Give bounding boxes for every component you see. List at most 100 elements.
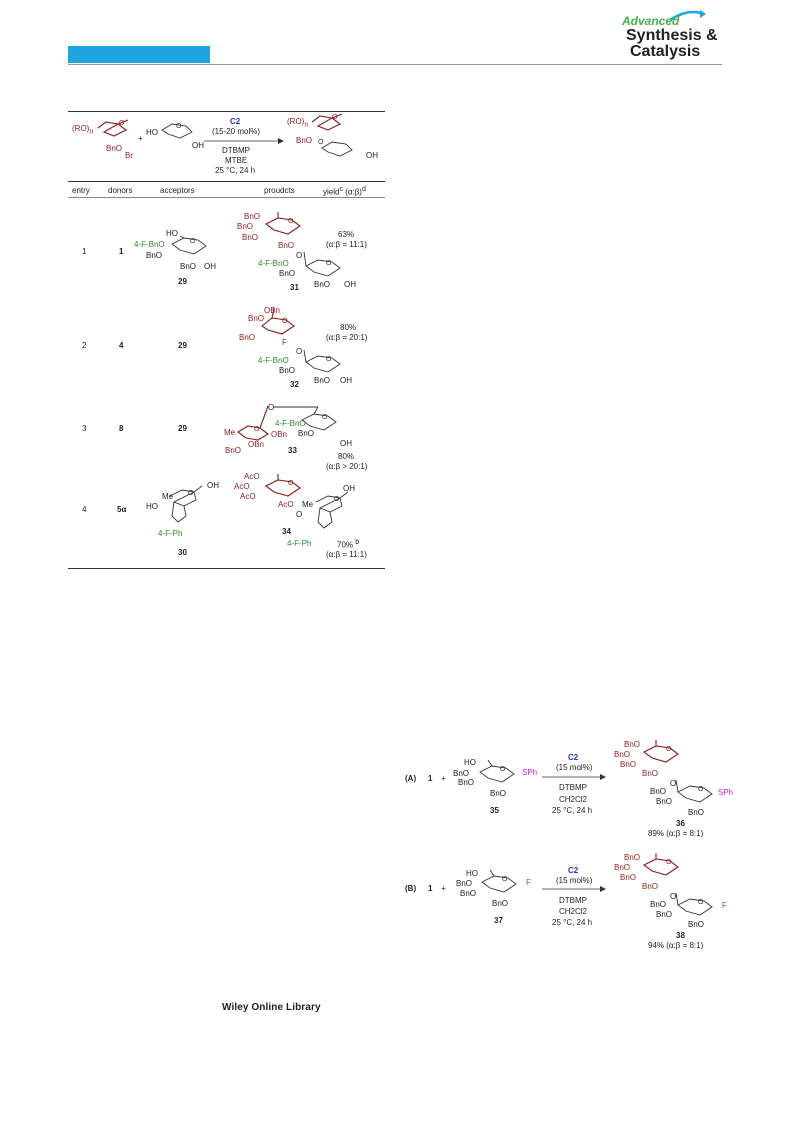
scheme-a-product-o: O: [670, 779, 677, 788]
row-acceptor-bno2: BnO: [180, 262, 197, 271]
product-32-donor-ring-icon: O: [261, 307, 295, 335]
scheme-a-conditions: 25 °C, 24 h: [552, 806, 593, 815]
row-product-o: O: [296, 251, 303, 260]
logo-advanced: Advanced: [622, 14, 680, 28]
svg-text:O: O: [254, 426, 260, 433]
product-33-ring-icon: O: [274, 406, 337, 431]
acceptor-ring-icon: O: [161, 123, 193, 139]
product-34-acceptor-ring-icon: O: [315, 491, 349, 529]
row-donor: 4: [119, 341, 124, 350]
scheme-b-product-f: F: [722, 901, 727, 910]
scheme-b-product-num: 38: [676, 931, 685, 940]
scheme-conditions: 25 °C, 24 h: [215, 166, 256, 175]
header-rule: [68, 64, 722, 65]
row-product-aco-a: AcO: [244, 472, 260, 481]
table-header-top-rule: [68, 181, 385, 182]
scheme-a-product-bno-c: BnO: [620, 760, 637, 769]
row-yield: 70% b: [337, 539, 360, 550]
row-product-bno-d: BnO: [314, 376, 331, 385]
acceptor-35-ring-icon: O: [479, 759, 515, 783]
row-ratio: (α:β > 20:1): [326, 462, 368, 471]
row-product-bno-c: BnO: [279, 366, 296, 375]
row-product-fph: 4-F-Ph: [287, 539, 312, 548]
svg-text:O: O: [322, 414, 328, 421]
logo-line-synthesis: Synthesis &: [626, 27, 718, 44]
scheme-a-donor: 1: [428, 774, 433, 783]
journal-color-bar: [68, 46, 210, 63]
scheme-b-product-bno-g: BnO: [688, 920, 705, 929]
scheme-a-product-bno-f: BnO: [656, 797, 673, 806]
row-product-num: 33: [288, 446, 297, 455]
scheme-product-oh: OH: [366, 151, 378, 160]
svg-text:O: O: [119, 120, 125, 127]
row-acceptor-oh: OH: [207, 481, 219, 490]
scheme-donor-bno: BnO: [106, 144, 123, 153]
scheme-product-ro: (RO)n: [287, 117, 309, 129]
svg-text:O: O: [326, 260, 332, 267]
row-product-num: 32: [290, 380, 299, 389]
table-header-bottom-rule: [68, 197, 385, 198]
scheme-a-sph: SPh: [522, 768, 538, 777]
row-product-oh: OH: [340, 376, 352, 385]
scheme-b-product-bno-c: BnO: [620, 873, 637, 882]
svg-text:O: O: [666, 859, 672, 866]
scheme-b-f: F: [526, 878, 531, 887]
row-product-bno-a: BnO: [248, 314, 265, 323]
product-31-donor-ring-icon: O: [264, 212, 301, 235]
scheme-base: DTBMP: [222, 146, 250, 155]
row-entry: 1: [82, 247, 87, 256]
scheme-b-product-bno-f: BnO: [656, 910, 673, 919]
row-product-aco-d: AcO: [278, 500, 294, 509]
header-yield: yieldc (α:β)d: [323, 186, 366, 197]
scheme-b-solvent: CH2Cl2: [559, 907, 588, 916]
scheme-loading: (15-20 mol%): [212, 127, 261, 136]
row-product-num: 34: [282, 527, 291, 536]
row-product-bno-b: BnO: [237, 222, 254, 231]
scheme-b-base: DTBMP: [559, 896, 587, 905]
row-product-fbno: 4-F-BnO: [258, 259, 289, 268]
header-donors: donors: [108, 186, 133, 195]
scheme-acceptor-ho: HO: [146, 128, 158, 137]
svg-text:O: O: [282, 318, 288, 325]
product-33-donor-ring-icon: O: [237, 405, 269, 441]
scheme-a-tag: (A): [405, 774, 417, 783]
scheme-a-base: DTBMP: [559, 783, 587, 792]
row-entry: 4: [82, 505, 87, 514]
row-acceptor-ho: HO: [166, 229, 178, 238]
scheme-a-bno-c: BnO: [490, 789, 507, 798]
row-acceptor-num: 29: [178, 341, 187, 350]
svg-text:O: O: [288, 218, 294, 225]
scheme-a-product-num: 36: [676, 819, 685, 828]
scheme-acceptor-oh: OH: [192, 141, 204, 150]
row-product-obn: OBn: [264, 306, 281, 315]
scheme-b-product-bno-e: BnO: [650, 900, 667, 909]
svg-text:O: O: [698, 899, 704, 906]
scheme-a-arrow-icon: [542, 774, 606, 780]
row-product-bno-b: BnO: [239, 333, 256, 342]
row-product-bno-d: BnO: [278, 241, 295, 250]
row-product-bno-a: BnO: [244, 212, 261, 221]
acceptor-37-ring-icon: O: [481, 869, 517, 893]
row-product-oh: OH: [340, 439, 352, 448]
reaction-arrow-icon: [204, 138, 284, 144]
scheme-a-product-bno-e: BnO: [650, 787, 667, 796]
row-acceptor-ho: HO: [146, 502, 158, 511]
row-ratio: (α:β = 20:1): [326, 333, 368, 342]
donor-ring-icon: O: [97, 119, 129, 137]
scheme-solvent: MTBE: [225, 156, 248, 165]
header-products: proudcts: [264, 186, 295, 195]
scheme-b-arrow-icon: [542, 886, 606, 892]
svg-text:O: O: [176, 123, 182, 130]
svg-text:O: O: [500, 766, 506, 773]
svg-text:O: O: [332, 114, 338, 121]
svg-text:O: O: [666, 746, 672, 753]
scheme-a-plus: +: [441, 774, 446, 783]
product-donor-ring-icon: O: [311, 113, 343, 131]
svg-text:O: O: [318, 139, 324, 146]
row-donor: 5α: [117, 505, 127, 514]
row-product-aco-c: AcO: [240, 492, 256, 501]
row-product-num: 31: [290, 283, 299, 292]
row-product-bno-a: BnO: [298, 429, 315, 438]
svg-text:O: O: [188, 490, 194, 497]
wiley-online-library-logo[interactable]: Wiley Online Library: [222, 1002, 321, 1013]
